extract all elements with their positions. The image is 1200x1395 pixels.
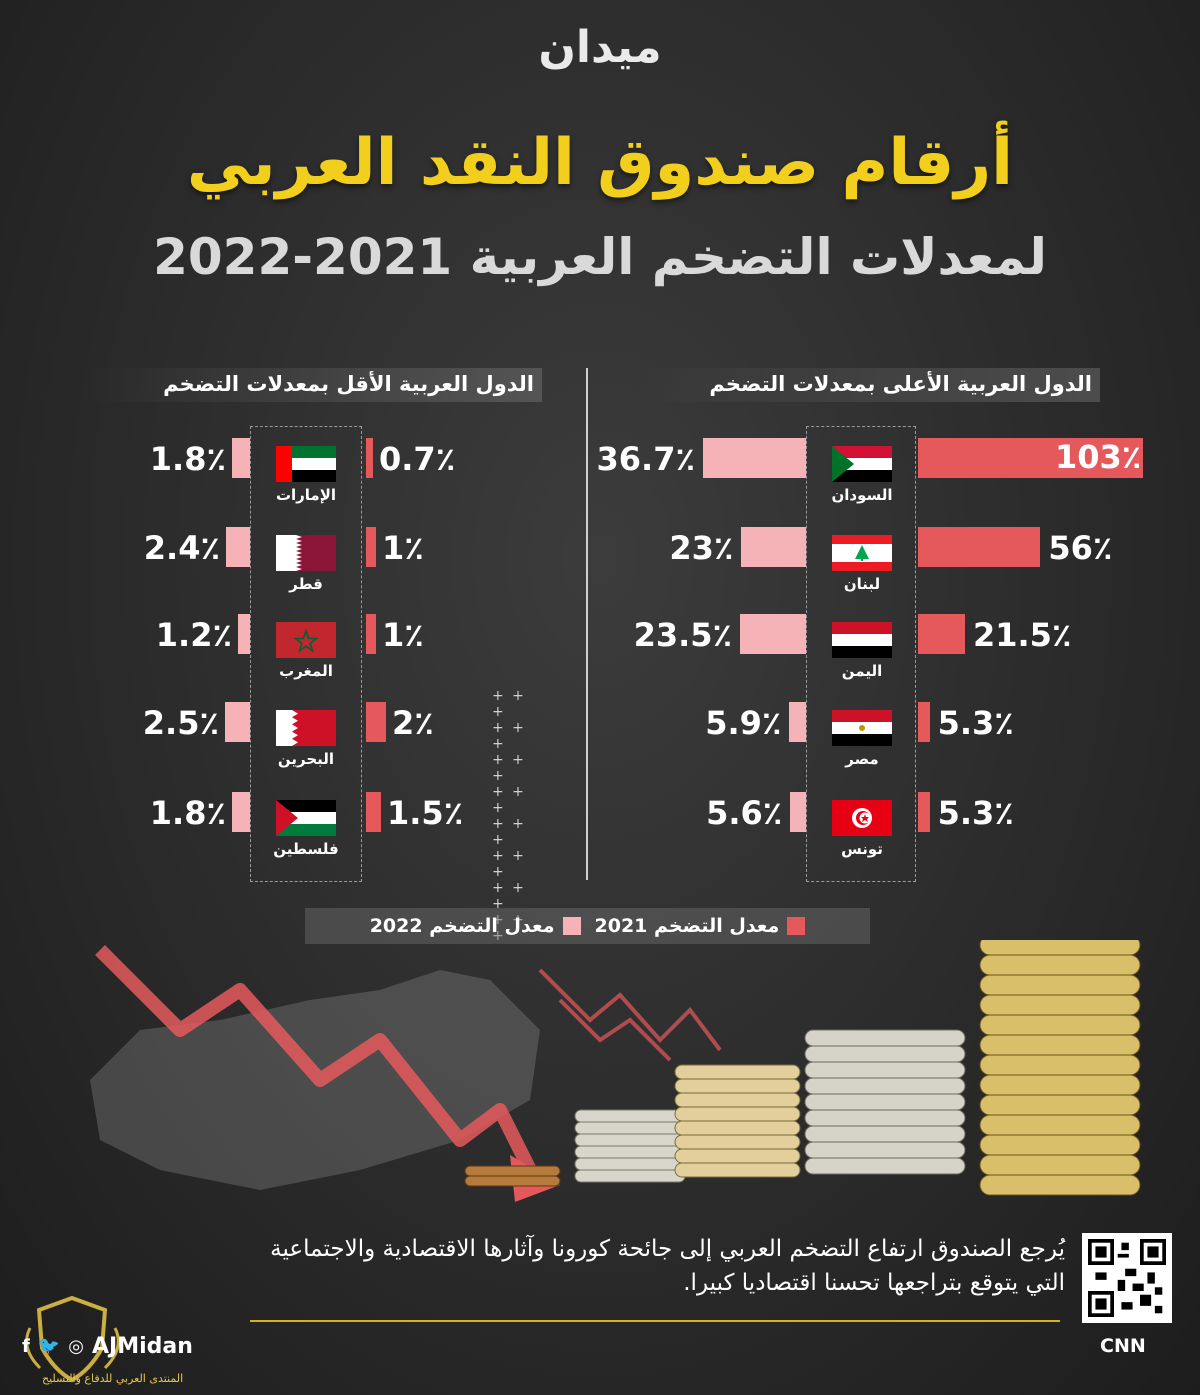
yemen-flag-icon — [832, 622, 892, 658]
handle-label: AJMidan — [91, 1334, 193, 1359]
forum-shield-logo — [25, 1295, 120, 1383]
value-label-2021: 2٪ — [392, 704, 434, 742]
legend-label-2021: معدل التضخم 2021 — [594, 915, 780, 937]
legend-label-2022: معدل التضخم 2022 — [369, 915, 555, 937]
value-label-2021: 5.3٪ — [937, 794, 1014, 832]
legend-swatch-2022 — [562, 917, 581, 935]
bar-2021 — [366, 438, 373, 478]
palestine-flag-icon — [276, 800, 336, 836]
country-label: مصر — [845, 750, 879, 768]
lebanon-flag-icon — [832, 535, 892, 571]
egypt-flag-icon — [832, 710, 892, 746]
page-subtitle: لمعدلات التضخم العربية 2021-2022 — [153, 228, 1047, 286]
bar-2022 — [232, 792, 250, 832]
country-label: اليمن — [841, 662, 883, 680]
value-label-2021: 1٪ — [382, 529, 424, 567]
source-label: CNN — [1100, 1335, 1146, 1357]
morocco-flag-icon — [276, 622, 336, 658]
legend-item-2021: معدل التضخم 2021 — [595, 915, 806, 937]
footer-divider — [250, 1320, 1060, 1322]
country-label: لبنان — [843, 575, 881, 593]
bar-2022 — [703, 438, 806, 478]
bar-2022 — [741, 527, 806, 567]
country-label: قطر — [289, 575, 323, 593]
country-label: تونس — [841, 840, 883, 858]
page-title: أرقام صندوق النقد العربي — [186, 126, 1014, 200]
legend-swatch-2021 — [787, 917, 806, 935]
bar-2021 — [918, 438, 1143, 478]
lowest-panel-heading: الدول العربية الأقل بمعدلات التضخم — [86, 368, 542, 402]
bar-2022 — [789, 702, 806, 742]
sudan-flag-icon — [832, 446, 892, 482]
bar-2021 — [918, 614, 965, 654]
bar-2021 — [366, 702, 386, 742]
country-label: المغرب — [279, 662, 333, 680]
value-label-2021: 5.3٪ — [937, 704, 1014, 742]
bar-2021 — [918, 527, 1041, 567]
value-label-2021: 103٪ — [1055, 438, 1142, 476]
watermark-text: المنتدى العربي للدفاع والتسليح — [42, 1372, 184, 1385]
qr-code-icon — [1088, 1239, 1166, 1317]
bar-2022 — [226, 527, 250, 567]
bar-2022 — [790, 792, 806, 832]
value-label-2021: 21.5٪ — [972, 616, 1072, 654]
bar-2021 — [918, 702, 930, 742]
bar-2022 — [225, 702, 250, 742]
country-label: السودان — [831, 486, 893, 504]
value-label-2021: 56٪ — [1048, 529, 1113, 567]
value-label-2022: 36.7٪ — [596, 440, 695, 478]
value-label-2022: 1.8٪ — [149, 794, 226, 832]
value-label-2022: 2.4٪ — [143, 529, 220, 567]
highest-flag-column — [806, 426, 916, 882]
midan-logo: ميدان — [538, 22, 662, 73]
value-label-2021: 1٪ — [382, 616, 424, 654]
country-label: البحرين — [277, 750, 335, 768]
footnote-text: يُرجع الصندوق ارتفاع التضخم العربي إلى ج… — [270, 1236, 1065, 1296]
uae-flag-icon — [276, 446, 336, 482]
qr-code[interactable] — [1082, 1233, 1172, 1323]
value-label-2022: 5.9٪ — [705, 704, 782, 742]
falling-arrow-line — [95, 945, 537, 1174]
value-label-2022: 5.6٪ — [706, 794, 783, 832]
chart-legend: معدل التضخم 2021 معدل التضخم 2022 — [305, 908, 870, 944]
coin-stacks — [464, 940, 1141, 1196]
bahrain-flag-icon — [276, 710, 336, 746]
facebook-icon[interactable]: f — [22, 1336, 30, 1357]
bar-2021 — [366, 527, 376, 567]
lowest-flag-column — [250, 426, 362, 882]
bar-2021 — [366, 614, 376, 654]
qatar-flag-icon — [276, 535, 336, 571]
small-arrows — [538, 968, 722, 1062]
value-label-2022: 1.2٪ — [155, 616, 232, 654]
panel-divider — [586, 368, 588, 880]
value-label-2022: 23٪ — [669, 529, 734, 567]
social-handle[interactable]: f 🐦 ◎ AJMidan — [22, 1334, 193, 1359]
bar-2021 — [918, 792, 930, 832]
country-label: فلسطين — [273, 840, 339, 858]
country-label: الإمارات — [275, 486, 337, 504]
value-label-2021: 0.7٪ — [379, 440, 456, 478]
legend-item-2022: معدل التضخم 2022 — [370, 915, 581, 937]
value-label-2022: 2.5٪ — [142, 704, 219, 742]
decorative-coins-and-arrows — [90, 940, 1141, 1202]
bar-2021 — [366, 792, 381, 832]
value-label-2022: 1.8٪ — [149, 440, 226, 478]
bar-2022 — [238, 614, 250, 654]
value-label-2021: 1.5٪ — [387, 794, 464, 832]
twitter-icon[interactable]: 🐦 — [37, 1336, 61, 1357]
highest-panel-heading: الدول العربية الأعلى بمعدلات التضخم — [640, 368, 1100, 402]
tunisia-flag-icon — [832, 800, 892, 836]
instagram-icon[interactable]: ◎ — [68, 1336, 84, 1357]
bar-2022 — [232, 438, 250, 478]
value-label-2022: 23.5٪ — [633, 616, 733, 654]
bar-2022 — [740, 614, 806, 654]
decorative-plus-grid: + + + + + + + + + + + + + + + + + + + + + + + + — [492, 688, 526, 944]
